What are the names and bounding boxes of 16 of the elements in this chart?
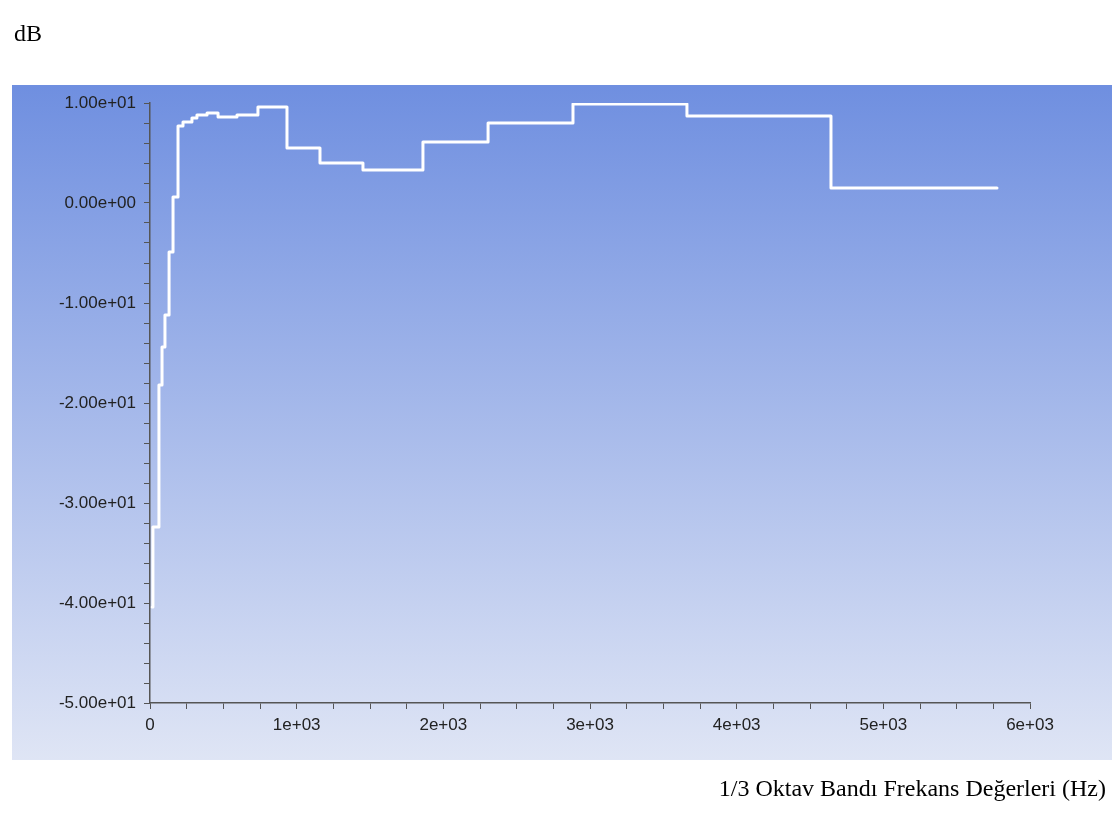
- x-tick-label: 0: [145, 714, 155, 734]
- y-tick-label: -2.00e+01: [58, 392, 136, 412]
- y-tick-label: -1.00e+01: [58, 292, 136, 312]
- y-tick-label: -4.00e+01: [58, 592, 136, 612]
- x-tick-label: 6e+03: [1006, 714, 1054, 734]
- y-tick-label: -5.00e+01: [58, 692, 136, 712]
- x-tick-label: 5e+03: [859, 714, 908, 734]
- x-tick-label: 4e+03: [712, 714, 761, 734]
- y-tick-label: 0.00e+00: [64, 192, 136, 212]
- y-tick-label: -3.00e+01: [58, 492, 136, 512]
- y-axis-title: dB: [14, 20, 43, 47]
- x-tick-label: 2e+03: [419, 714, 468, 734]
- x-tick-label: 1e+03: [272, 714, 321, 734]
- x-tick-label: 3e+03: [566, 714, 614, 734]
- x-axis-title: 1/3 Oktav Bandı Frekans Değerleri (Hz): [718, 775, 1106, 802]
- y-tick-label: 1.00e+01: [64, 92, 136, 112]
